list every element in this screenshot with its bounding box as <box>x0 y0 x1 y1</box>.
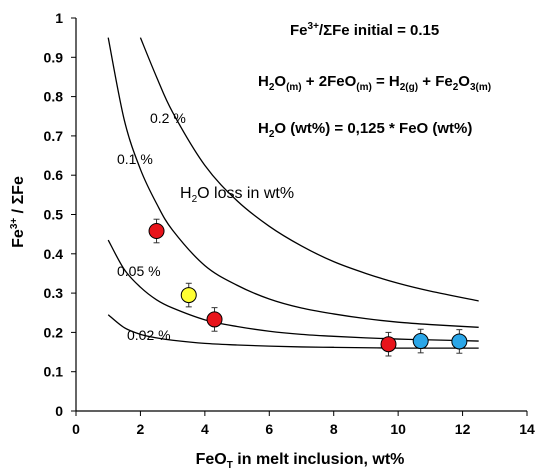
data-point-4 <box>412 333 429 350</box>
y-axis-title: Fe3+ / ΣFe <box>9 176 27 248</box>
axes-group <box>71 17 528 416</box>
data-point-0 <box>148 223 165 240</box>
x-tick-label: 2 <box>137 421 145 437</box>
data-point-1 <box>180 287 197 304</box>
curve-label-0: 0.2 % <box>150 110 186 126</box>
x-tick-label: 0 <box>72 421 80 437</box>
y-tick-label: 0 <box>55 403 63 419</box>
y-tick-label: 0.9 <box>44 49 64 65</box>
tick-labels-group: 0 2 4 6 8 10 12 14 0 0.1 0.2 0.3 0.4 0.5 0.6 0.7 0.8 0.9 1 <box>44 10 535 437</box>
x-tick-label: 6 <box>265 421 273 437</box>
y-tick-label: 0.3 <box>44 285 64 301</box>
x-tick-label: 8 <box>330 421 338 437</box>
x-tick-label: 4 <box>201 421 209 437</box>
curve-label-2: 0.05 % <box>117 263 161 279</box>
curve-0 <box>139 37 479 302</box>
y-tick-label: 0.1 <box>44 364 64 380</box>
x-tick-label: 12 <box>455 421 471 437</box>
y-tick-label: 0.5 <box>44 207 64 223</box>
curve-1 <box>107 37 479 328</box>
curve-2 <box>107 239 479 342</box>
x-tick-label: 14 <box>519 421 535 437</box>
y-tick-label: 1 <box>55 10 63 26</box>
data-points-group <box>148 223 468 353</box>
annotation-reaction: H2O(m) + 2FeO(m) = H2(g) + Fe2O3(m) <box>258 73 491 93</box>
curve-label-3: 0.02 % <box>127 327 171 343</box>
annotation-water-formula: H2O (wt%) = 0,125 * FeO (wt%) <box>258 120 472 140</box>
data-point-2 <box>206 311 223 328</box>
x-tick-label: 10 <box>390 421 406 437</box>
curve-label-1: 0.1 % <box>117 151 153 167</box>
y-tick-label: 0.8 <box>44 89 64 105</box>
h2o-loss-label: H2O loss in wt% <box>180 185 294 205</box>
y-tick-label: 0.4 <box>44 246 64 262</box>
data-point-3 <box>380 336 397 353</box>
annotation-initial-ratio: Fe3+/ΣFe initial = 0.15 <box>290 21 439 39</box>
x-axis-title: FeOT in melt inclusion, wt% <box>196 451 405 471</box>
y-tick-label: 0.7 <box>44 128 64 144</box>
y-tick-label: 0.6 <box>44 167 64 183</box>
y-tick-label: 0.2 <box>44 324 64 340</box>
data-point-5 <box>451 333 468 350</box>
